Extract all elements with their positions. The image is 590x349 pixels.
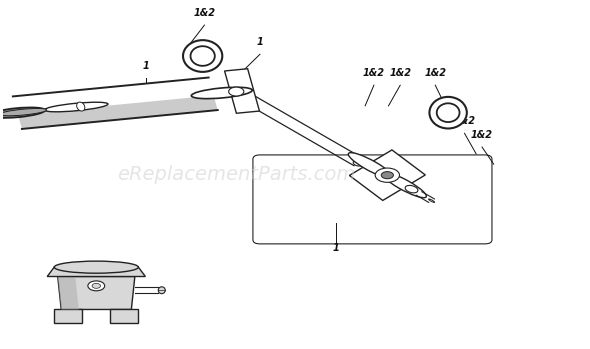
Circle shape <box>353 159 365 166</box>
Text: 1&2: 1&2 <box>363 68 385 78</box>
Ellipse shape <box>405 185 418 193</box>
Ellipse shape <box>348 153 393 178</box>
Ellipse shape <box>54 261 139 273</box>
Ellipse shape <box>428 199 435 202</box>
Ellipse shape <box>77 102 85 111</box>
Polygon shape <box>349 150 425 200</box>
Ellipse shape <box>191 87 253 99</box>
Ellipse shape <box>0 109 47 116</box>
Ellipse shape <box>382 172 427 198</box>
Text: eReplacementParts.com: eReplacementParts.com <box>117 165 356 184</box>
Text: 1&2: 1&2 <box>424 68 446 78</box>
Ellipse shape <box>0 107 45 118</box>
Polygon shape <box>110 310 139 323</box>
Circle shape <box>88 281 104 291</box>
Text: 1&2: 1&2 <box>454 117 476 126</box>
Polygon shape <box>58 276 78 310</box>
Polygon shape <box>18 95 218 129</box>
Text: 1: 1 <box>333 244 339 253</box>
Circle shape <box>375 168 399 182</box>
Text: 1&2: 1&2 <box>389 68 411 78</box>
Text: 1: 1 <box>143 61 149 72</box>
Circle shape <box>92 283 100 288</box>
Polygon shape <box>231 88 365 166</box>
Polygon shape <box>54 310 82 323</box>
Polygon shape <box>58 276 135 310</box>
Polygon shape <box>47 267 145 276</box>
Circle shape <box>381 172 394 179</box>
Text: 1: 1 <box>257 37 263 47</box>
Circle shape <box>229 87 244 96</box>
Ellipse shape <box>44 102 108 112</box>
Ellipse shape <box>437 103 460 122</box>
Text: 1&2: 1&2 <box>194 8 215 18</box>
Ellipse shape <box>430 97 467 128</box>
Polygon shape <box>13 77 218 129</box>
Ellipse shape <box>158 287 165 294</box>
Polygon shape <box>225 69 260 113</box>
Ellipse shape <box>183 40 222 72</box>
Ellipse shape <box>191 46 215 66</box>
Text: 1&2: 1&2 <box>471 130 493 140</box>
